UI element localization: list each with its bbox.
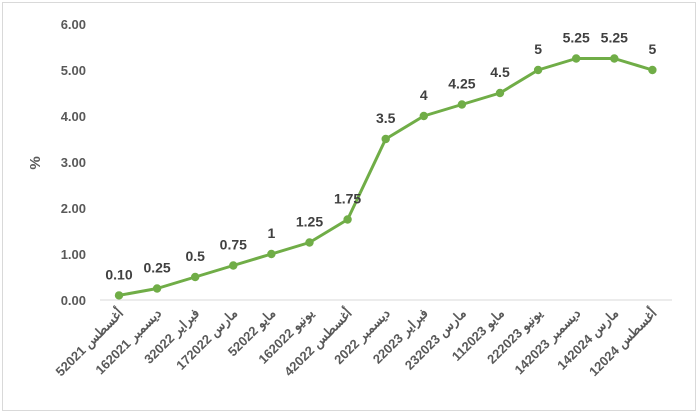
y-tick-label: 3.00 [61,155,86,170]
data-label: 0.75 [220,237,247,253]
data-point [419,111,428,121]
data-point [191,272,200,282]
data-point [305,238,314,247]
data-label: 5 [534,41,542,57]
chart-frame [2,2,696,411]
data-point [229,261,238,270]
data-point [267,249,276,259]
data-label: 3.5 [376,110,396,126]
data-point [495,88,505,98]
data-point [648,65,657,75]
data-label: 0.5 [185,248,205,264]
y-tick-label: 6.00 [61,17,86,32]
data-label: 0.25 [143,260,170,276]
data-label: 5 [649,41,657,57]
y-axis-label: % [27,156,44,169]
y-tick-label: 0.00 [61,293,86,308]
y-tick-label: 5.00 [61,63,86,78]
data-label: 4 [420,87,428,103]
data-label: 5.25 [563,30,590,46]
data-points [114,54,657,300]
x-tick-label: 1أغسطس 2024 [585,305,660,380]
y-tick-label: 4.00 [61,109,86,124]
data-point [343,215,352,224]
data-label: 4.5 [490,64,510,80]
data-label: 1 [268,225,276,241]
data-label: 5.25 [601,30,628,46]
data-point [381,134,390,144]
y-tick-label: 1.00 [61,247,86,262]
y-tick-labels: 0.00 1.00 2.00 3.00 4.00 5.00 6.00 [61,17,86,308]
data-point [533,65,543,75]
data-point [572,54,581,63]
data-point [610,54,619,63]
data-point [114,291,124,300]
data-labels: 0.10 0.25 0.5 0.75 1 1.25 1.75 3.5 4 4.25 4.5 5 5.25… [105,30,656,283]
data-point [457,100,467,109]
data-label: 1.75 [334,191,361,207]
data-label: 1.25 [296,214,323,230]
data-point [152,284,162,293]
y-tick-label: 2.00 [61,201,86,216]
data-label: 4.25 [448,76,475,92]
data-label: 0.10 [105,266,132,282]
